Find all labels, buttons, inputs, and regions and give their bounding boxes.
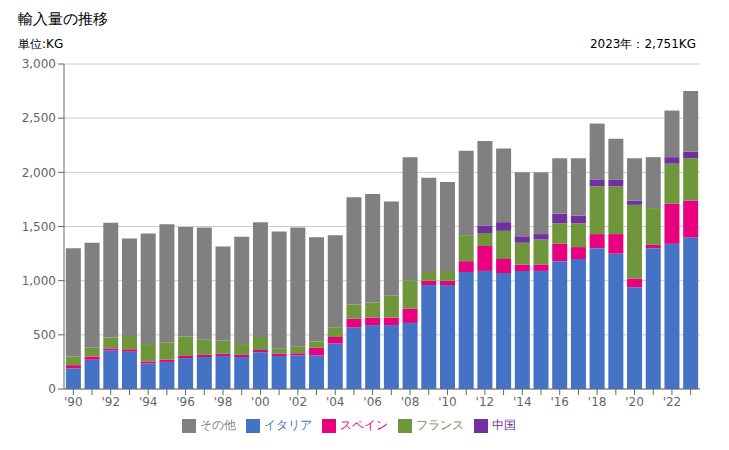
- html-text:輸入量の推移: 輸入量の推移: [18, 10, 108, 28]
- html-text:その他: その他: [200, 418, 236, 432]
- svg-text:'20: '20: [625, 395, 644, 409]
- html-text:中国: 中国: [492, 418, 516, 432]
- svg-text:'22: '22: [663, 395, 682, 409]
- svg-text:'12: '12: [476, 395, 495, 409]
- svg-text:0: 0: [48, 382, 56, 396]
- svg-text:'08: '08: [401, 395, 420, 409]
- svg-text:'06: '06: [363, 395, 382, 409]
- html-text:単位:KG: 単位:KG: [18, 37, 64, 51]
- svg-text:'90: '90: [64, 395, 83, 409]
- svg-text:1,500: 1,500: [22, 220, 56, 234]
- html-text:スペイン: スペイン: [340, 418, 388, 432]
- svg-text:'02: '02: [289, 395, 308, 409]
- svg-text:'10: '10: [438, 395, 457, 409]
- svg-text:500: 500: [33, 328, 56, 342]
- svg-text:'98: '98: [214, 395, 233, 409]
- svg-text:'94: '94: [139, 395, 158, 409]
- svg-text:'92: '92: [101, 395, 120, 409]
- svg-text:'00: '00: [251, 395, 270, 409]
- svg-text:'16: '16: [550, 395, 569, 409]
- svg-text:3,000: 3,000: [22, 57, 56, 71]
- html-text:フランス: フランス: [416, 418, 464, 432]
- svg-text:'04: '04: [326, 395, 345, 409]
- svg-text:2,500: 2,500: [22, 111, 56, 125]
- svg-text:'14: '14: [513, 395, 532, 409]
- svg-text:'96: '96: [176, 395, 195, 409]
- svg-text:1,000: 1,000: [22, 274, 56, 288]
- svg-text:2,000: 2,000: [22, 166, 56, 180]
- svg-text:'18: '18: [588, 395, 607, 409]
- html-text:イタリア: イタリア: [264, 418, 312, 432]
- html-text:2023年：2,751KG: 2023年：2,751KG: [589, 37, 696, 51]
